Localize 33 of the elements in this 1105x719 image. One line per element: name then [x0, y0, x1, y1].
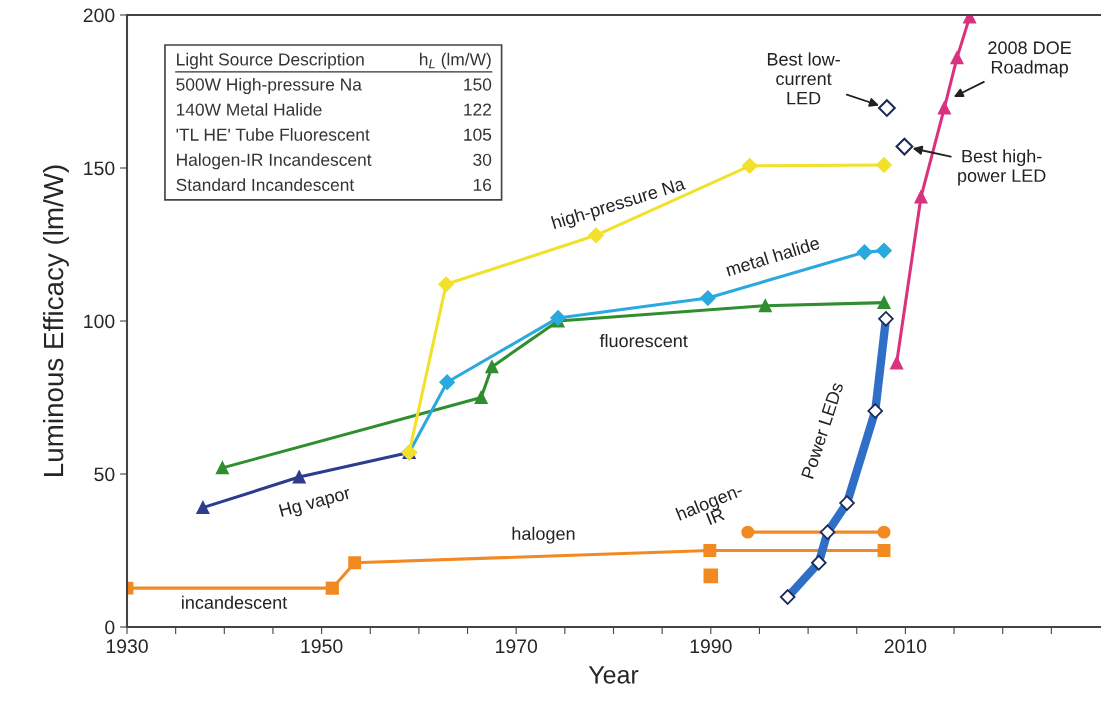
annotation: Light Source Description: [177, 52, 364, 69]
y-axis-title: Luminous Efficacy (lm/W): [42, 165, 69, 476]
x-tick-label: 1990: [690, 639, 732, 654]
annotation: 105: [464, 128, 492, 141]
y-tick-label: 150: [84, 161, 115, 176]
x-tick-label: 1970: [496, 639, 538, 654]
annotation: Best high- power LED: [958, 149, 1046, 186]
annotation: 'TL HE' Tube Fluorescent: [176, 128, 370, 141]
annotation: 140W Metal Halide: [176, 102, 322, 116]
annotation: 150: [464, 78, 492, 91]
annotation: 500W High-pressure Na: [176, 77, 362, 95]
annotation: h$_{L}$ (lm/W): [419, 52, 491, 69]
annotation: 30: [473, 153, 492, 166]
x-tick-label: 1930: [106, 639, 148, 654]
y-tick-label: 50: [94, 467, 115, 482]
y-tick-label: 200: [83, 8, 115, 23]
y-tick-label: 0: [105, 620, 115, 635]
x-tick-label: 2010: [884, 639, 927, 654]
annotation: Best low- current LED: [767, 52, 840, 105]
annotation: 16: [473, 178, 492, 192]
x-axis-title: Year: [588, 666, 639, 684]
annotation: Halogen-IR Incandescent: [177, 153, 372, 170]
text: Power LEDs: [801, 381, 844, 479]
series-label: halogen: [512, 526, 575, 544]
x-tick-label: 1950: [301, 639, 343, 654]
annotation: 2008 DOE Roadmap: [988, 41, 1071, 78]
annotation: Standard Incandescent: [176, 178, 355, 192]
annotation: 122: [464, 103, 492, 116]
text: Hg vapor: [278, 486, 353, 521]
series-label: incandescent: [182, 595, 288, 609]
text: metal halide: [725, 235, 821, 277]
series-label: fluorescent: [599, 334, 688, 348]
y-tick-label: 100: [84, 314, 115, 329]
